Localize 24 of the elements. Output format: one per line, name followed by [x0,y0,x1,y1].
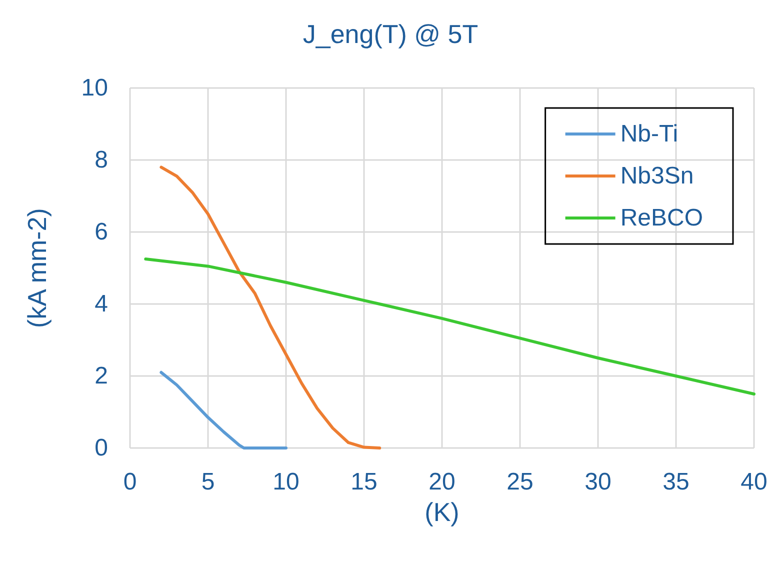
y-tick-label: 2 [94,362,108,390]
chart-title: J_eng(T) @ 5T [302,19,478,49]
x-tick-label: 35 [662,468,690,496]
legend-label: Nb-Ti [620,120,678,148]
x-tick-label: 15 [350,468,378,496]
x-tick-label: 25 [506,468,534,496]
x-tick-label: 5 [201,468,215,496]
x-tick-label: 20 [428,468,456,496]
legend-label: ReBCO [620,204,703,232]
line-series [160,370,288,450]
line-series [160,166,382,450]
y-tick-label: 10 [81,74,108,102]
y-tick-label: 8 [94,146,108,174]
x-tick-label: 30 [584,468,612,496]
x-tick-label: 10 [272,468,300,496]
x-tick-label: 40 [740,468,768,496]
y-tick-label: 4 [94,290,108,318]
y-tick-label: 0 [94,434,108,462]
y-axis-title: (kA mm-2) [22,208,52,328]
legend-label: Nb3Sn [620,162,694,190]
line-series [144,258,756,396]
x-axis-title: (K) [424,496,460,527]
x-tick-label: 0 [123,468,137,496]
y-tick-label: 6 [94,218,108,246]
